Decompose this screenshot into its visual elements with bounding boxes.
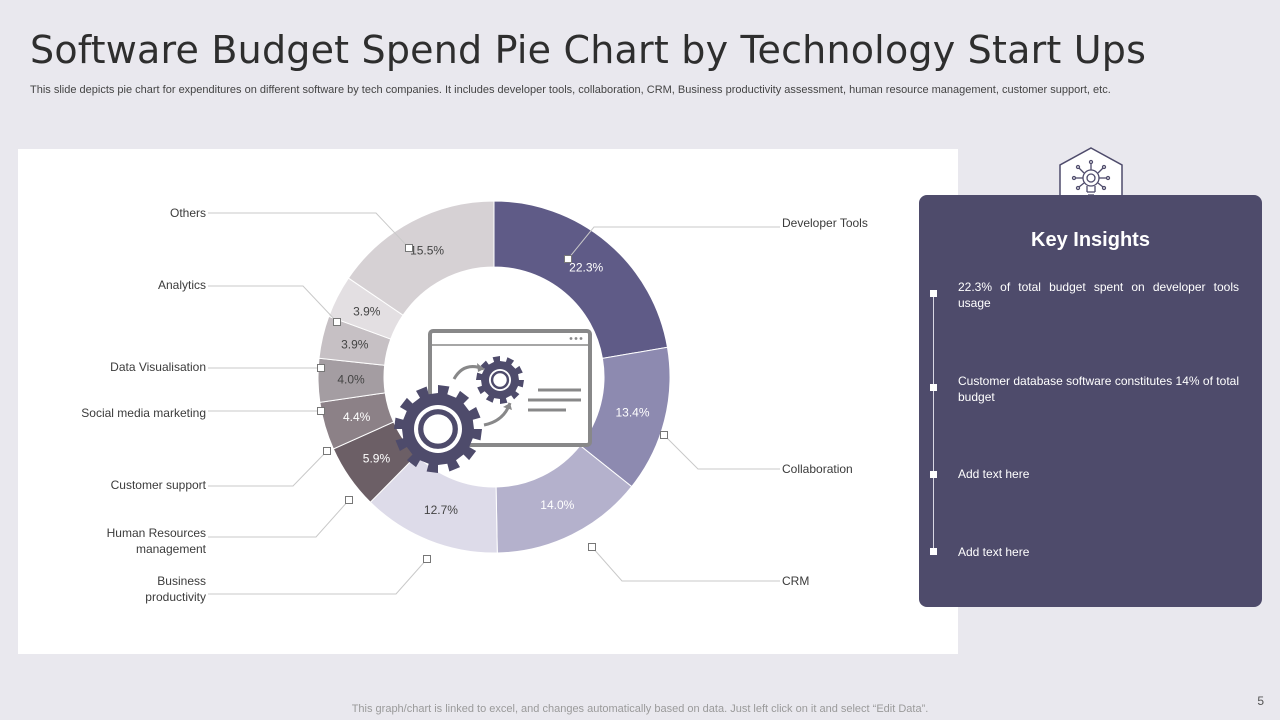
leader-line	[208, 558, 428, 595]
insight-text: Add text here	[958, 467, 1030, 481]
slice-value-label: 13.4%	[615, 406, 649, 420]
leader-line	[591, 546, 780, 582]
leader-marker	[405, 244, 413, 252]
category-label: CRM	[782, 574, 809, 588]
key-insights-title: Key Insights	[1031, 229, 1150, 251]
leader-line	[663, 434, 780, 470]
bullet-icon	[930, 471, 937, 478]
pie-slice[interactable]	[347, 200, 495, 316]
category-label: Developer Tools	[782, 216, 868, 230]
leader-marker	[345, 496, 353, 504]
slice-value-label: 14.0%	[540, 498, 574, 512]
leader-marker	[423, 555, 431, 563]
bullet-icon	[930, 548, 937, 555]
leader-line	[208, 212, 410, 249]
leader-line	[208, 285, 338, 323]
slice-value-label: 3.9%	[341, 337, 369, 351]
category-label: Analytics	[158, 278, 206, 292]
chart-card: 22.3% Developer Tools 13.4% Collaboration 14…	[18, 149, 958, 654]
leader-marker	[660, 431, 668, 439]
monitor-gears-icon	[394, 329, 592, 473]
timeline-line	[933, 293, 934, 551]
key-insights-panel: Key Insights 22.3% of total budget spent…	[919, 195, 1262, 607]
leader-marker	[317, 407, 325, 415]
pie-slice[interactable]	[493, 200, 669, 360]
bullet-icon	[930, 290, 937, 297]
category-label: Collaboration	[782, 462, 853, 476]
slice-value-label: 15.5%	[410, 244, 444, 258]
leader-marker	[323, 447, 331, 455]
leader-line	[208, 499, 350, 538]
category-label: Business productivity	[145, 574, 206, 604]
leader-marker	[317, 364, 325, 372]
slice-value-label: 4.0%	[337, 373, 365, 387]
page-title: Software Budget Spend Pie Chart by Techn…	[30, 28, 1147, 72]
leader-marker	[333, 318, 341, 326]
leader-line	[567, 226, 780, 260]
page-subtitle: This slide depicts pie chart for expendi…	[30, 84, 1111, 96]
donut-chart: 22.3% Developer Tools 13.4% Collaboration 14…	[81, 200, 868, 604]
leader-marker	[588, 543, 596, 551]
page-number: 5	[1257, 694, 1264, 708]
slice-value-label: 4.4%	[343, 410, 371, 424]
insight-text: 22.3% of total budget spent on developer…	[958, 280, 1239, 310]
category-label: Human Resources management	[107, 526, 207, 556]
category-label: Data Visualisation	[110, 360, 206, 374]
footer-note: This graph/chart is linked to excel, and…	[351, 703, 929, 715]
slice-value-label: 12.7%	[424, 503, 458, 517]
leader-marker	[564, 255, 572, 263]
slice-value-label: 3.9%	[353, 305, 381, 319]
insight-text: Add text here	[958, 545, 1030, 559]
slice-value-label: 5.9%	[363, 451, 391, 465]
leader-line	[208, 450, 328, 487]
category-label: Others	[170, 206, 206, 220]
category-label: Social media marketing	[81, 406, 206, 420]
category-label: Customer support	[111, 478, 207, 492]
bullet-icon	[930, 384, 937, 391]
slice-value-label: 22.3%	[569, 261, 603, 275]
insight-text: Customer database software constitutes 1…	[958, 374, 1239, 404]
